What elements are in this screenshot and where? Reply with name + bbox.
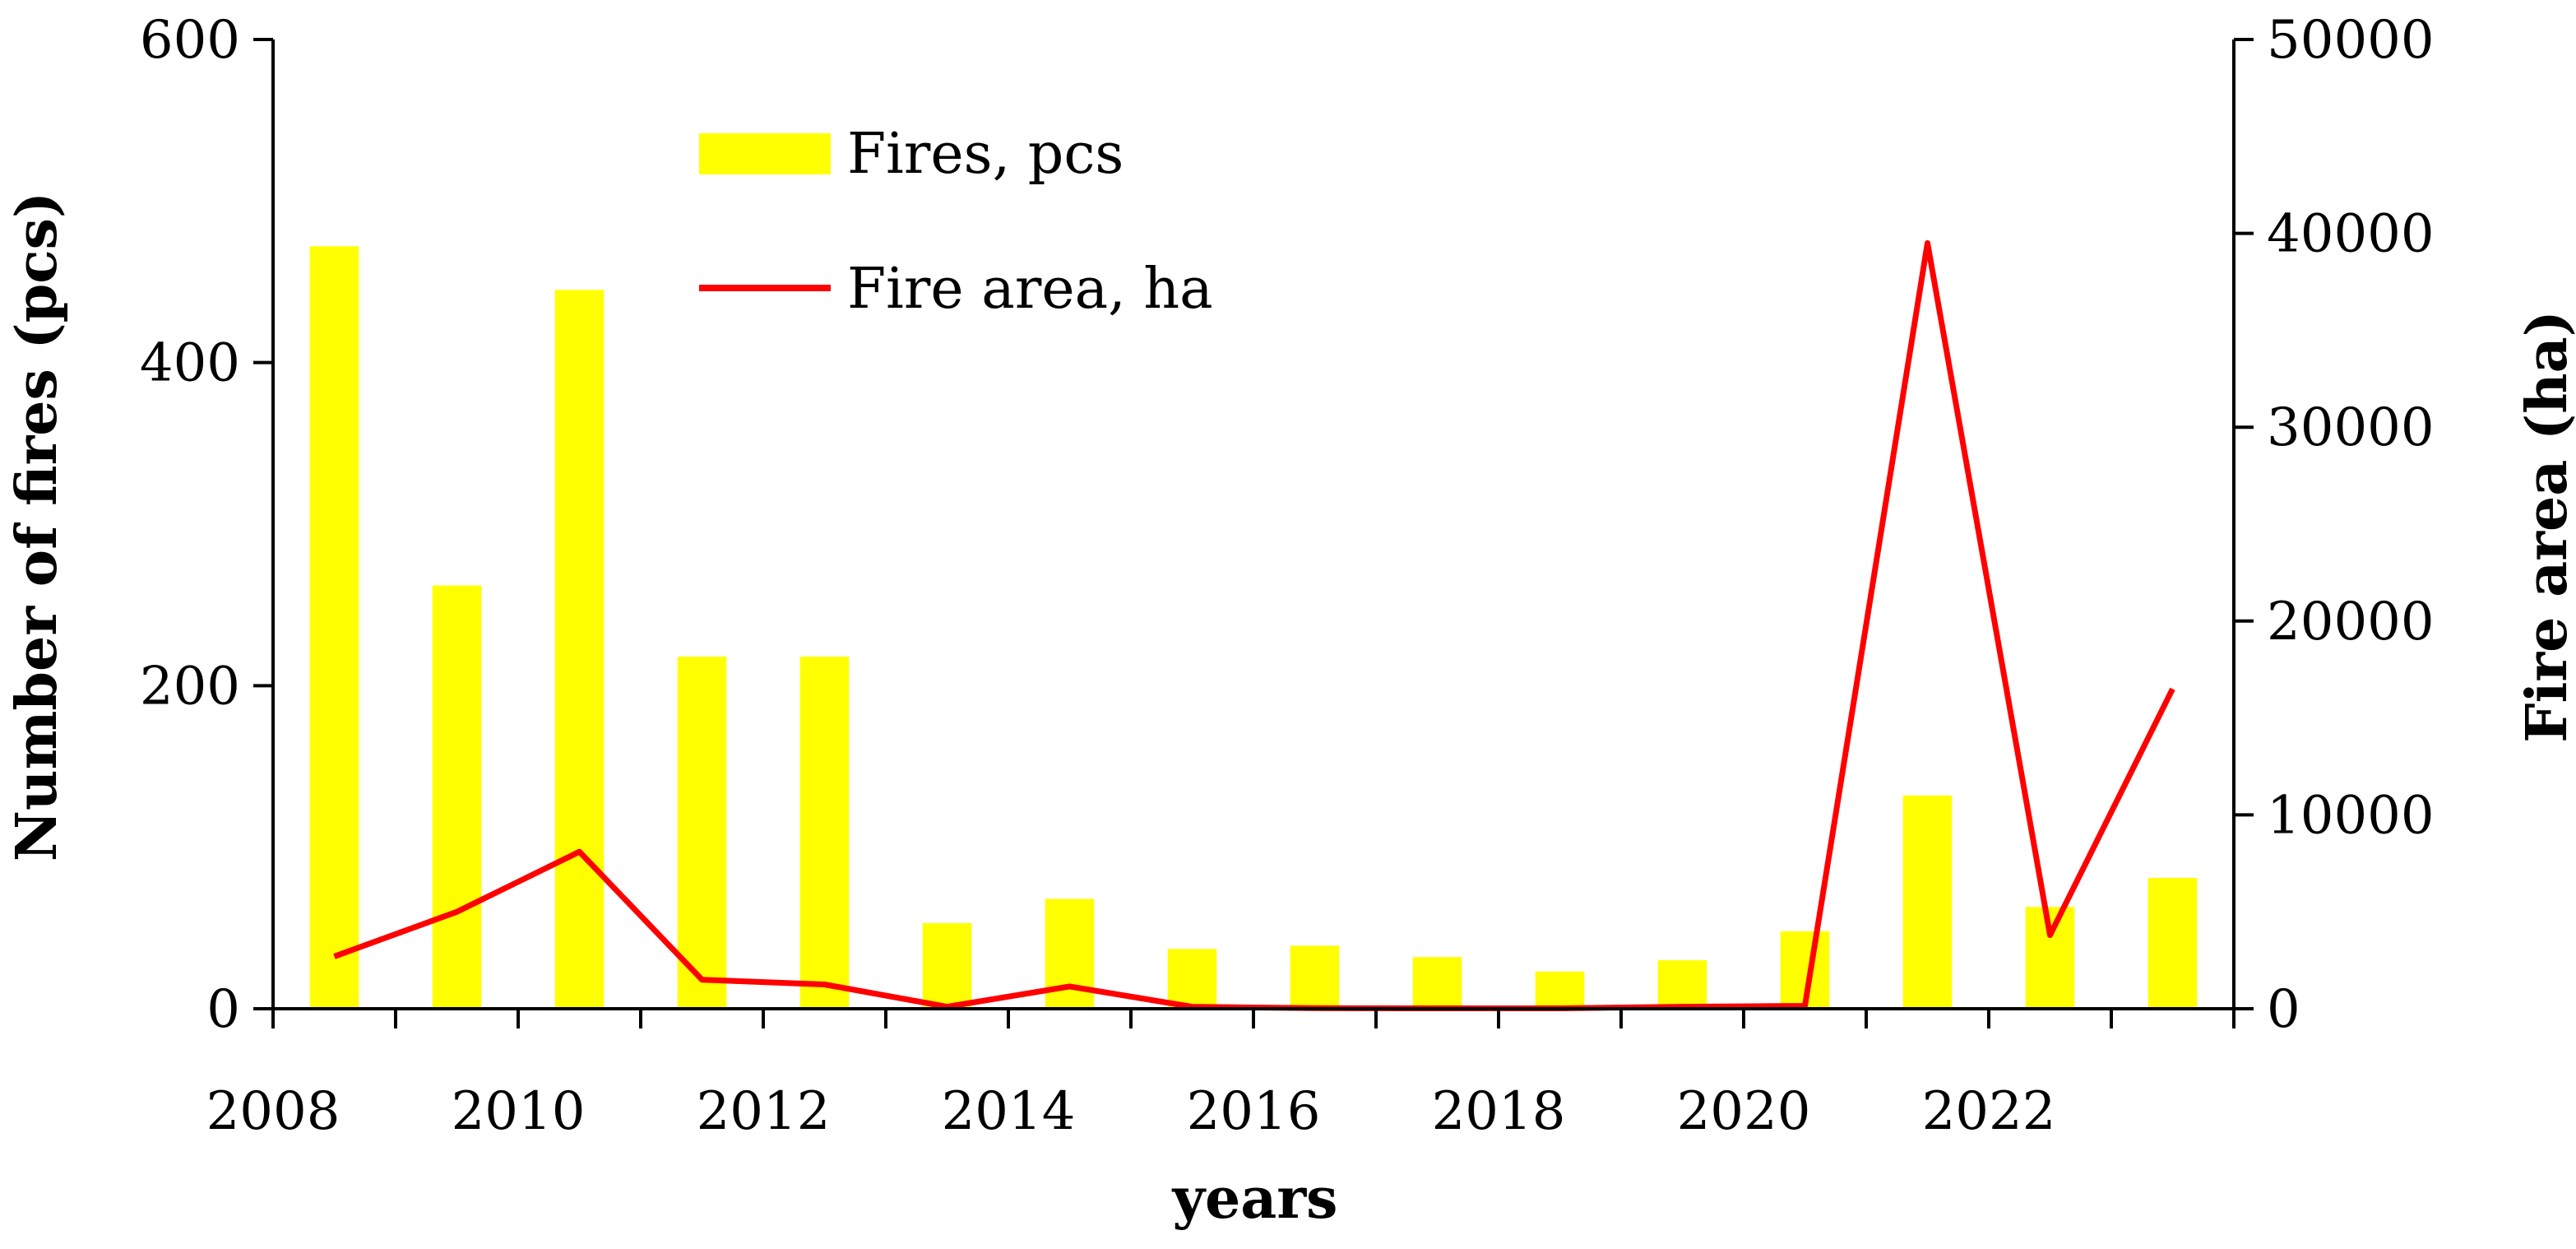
bar-2021 (1902, 795, 1953, 1009)
y2-tick-label-10000: 10000 (2267, 785, 2435, 846)
y2-tick-label-40000: 40000 (2267, 204, 2435, 265)
bar-2023 (2147, 878, 2198, 1009)
x-tick-label-2008: 2008 (206, 1081, 341, 1142)
x-axis-title: years (1172, 1166, 1338, 1232)
y2-tick-label-30000: 30000 (2267, 397, 2435, 458)
bar-2019 (1657, 960, 1707, 1009)
bar-2015 (1167, 949, 1217, 1009)
bar-2018 (1535, 971, 1585, 1009)
axes (253, 38, 2254, 1028)
y2-axis-title: Fire area (ha) (2514, 310, 2576, 743)
y-tick-label-400: 400 (140, 333, 240, 394)
bar-2009 (432, 585, 482, 1009)
line-series-fire-area (333, 239, 2175, 1011)
x-tick-label-2012: 2012 (697, 1081, 831, 1142)
y2-tick-label-0: 0 (2267, 979, 2300, 1040)
y-tick-label-600: 600 (140, 10, 240, 71)
y2-tick-label-20000: 20000 (2267, 592, 2435, 652)
x-tick-label-2020: 2020 (1677, 1081, 1811, 1142)
bar-2014 (1045, 898, 1095, 1009)
bar-2017 (1412, 957, 1462, 1009)
y-tick-label-0: 0 (206, 979, 240, 1040)
y-axis-title: Number of fires (pcs) (4, 192, 70, 861)
x-tick-label-2016: 2016 (1187, 1081, 1321, 1142)
fire-area-line (333, 239, 2175, 1011)
legend-label-fire-area: Fire area, ha (847, 257, 1213, 322)
x-tick-label-2022: 2022 (1922, 1081, 2056, 1142)
bar-2016 (1290, 945, 1340, 1009)
x-tick-label-2014: 2014 (942, 1081, 1076, 1142)
tick-labels: 0 200 400 600 0 10000 20000 30000 40000 50000 2008… (140, 10, 2435, 1142)
bar-2011 (677, 657, 727, 1009)
x-tick-label-2018: 2018 (1432, 1081, 1566, 1142)
x-tick-label-2010: 2010 (452, 1081, 586, 1142)
bar-2010 (554, 290, 605, 1009)
y-tick-label-200: 200 (140, 656, 240, 717)
bar-series-fires (309, 246, 2198, 1009)
legend: Fires, pcs Fire area, ha (699, 122, 1213, 322)
bar-2013 (922, 922, 972, 1009)
y2-tick-label-50000: 50000 (2267, 10, 2435, 71)
legend-swatch-fires (699, 133, 831, 174)
bar-2008 (309, 246, 359, 1009)
bar-2012 (799, 657, 850, 1009)
legend-label-fires: Fires, pcs (847, 122, 1124, 187)
